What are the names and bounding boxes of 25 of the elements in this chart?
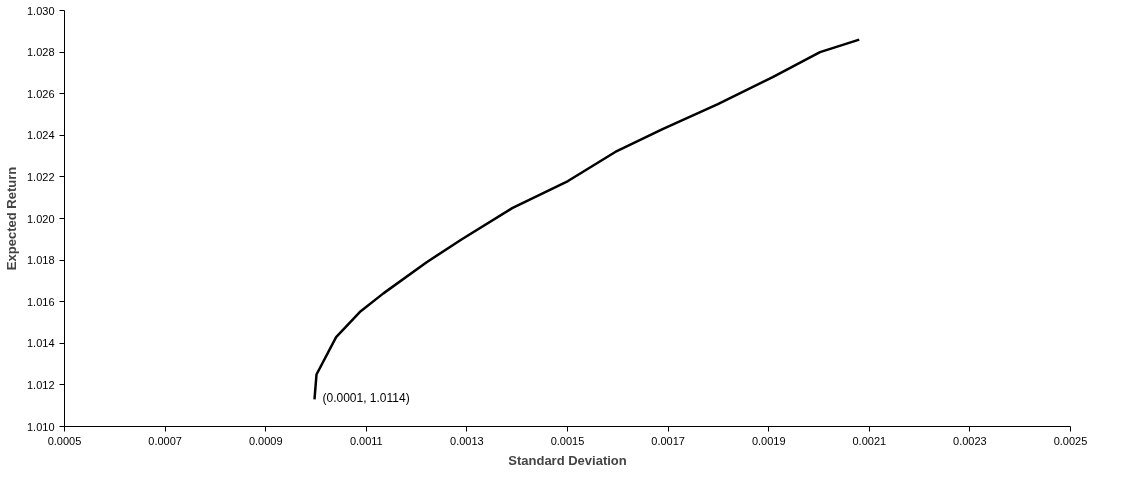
y-tick-label: 1.020 xyxy=(26,212,55,225)
y-tick-label: 1.016 xyxy=(26,295,55,308)
y-tick-label: 1.024 xyxy=(26,129,55,142)
x-tick-label: 0.0025 xyxy=(1053,434,1088,447)
x-tick-label: 0.0011 xyxy=(349,434,383,447)
y-tick-label: 1.010 xyxy=(26,420,55,433)
y-tick-label: 1.014 xyxy=(26,337,55,350)
x-tick-label: 0.0023 xyxy=(953,434,987,447)
y-tick-label: 1.018 xyxy=(26,254,55,267)
y-tick-label: 1.026 xyxy=(26,87,55,100)
x-tick-label: 0.0019 xyxy=(751,434,786,447)
x-tick-label: 0.0017 xyxy=(651,434,685,447)
y-axis-title: Expected Return xyxy=(3,166,19,271)
x-tick-label: 0.0005 xyxy=(47,434,82,447)
x-tick-label: 0.0007 xyxy=(148,434,182,447)
y-tick-label: 1.012 xyxy=(26,378,55,391)
x-axis-title: Standard Deviation xyxy=(508,452,627,468)
y-tick-label: 1.028 xyxy=(26,46,55,59)
x-tick-label: 0.0021 xyxy=(852,434,887,447)
x-tick-label: 0.0009 xyxy=(248,434,283,447)
y-tick-label: 1.022 xyxy=(26,170,55,183)
y-tick-label: 1.030 xyxy=(26,4,55,17)
x-tick-label: 0.0013 xyxy=(450,434,484,447)
x-tick-label: 0.0015 xyxy=(550,434,585,447)
annotation: (0.0001, 1.0114) xyxy=(322,391,410,406)
